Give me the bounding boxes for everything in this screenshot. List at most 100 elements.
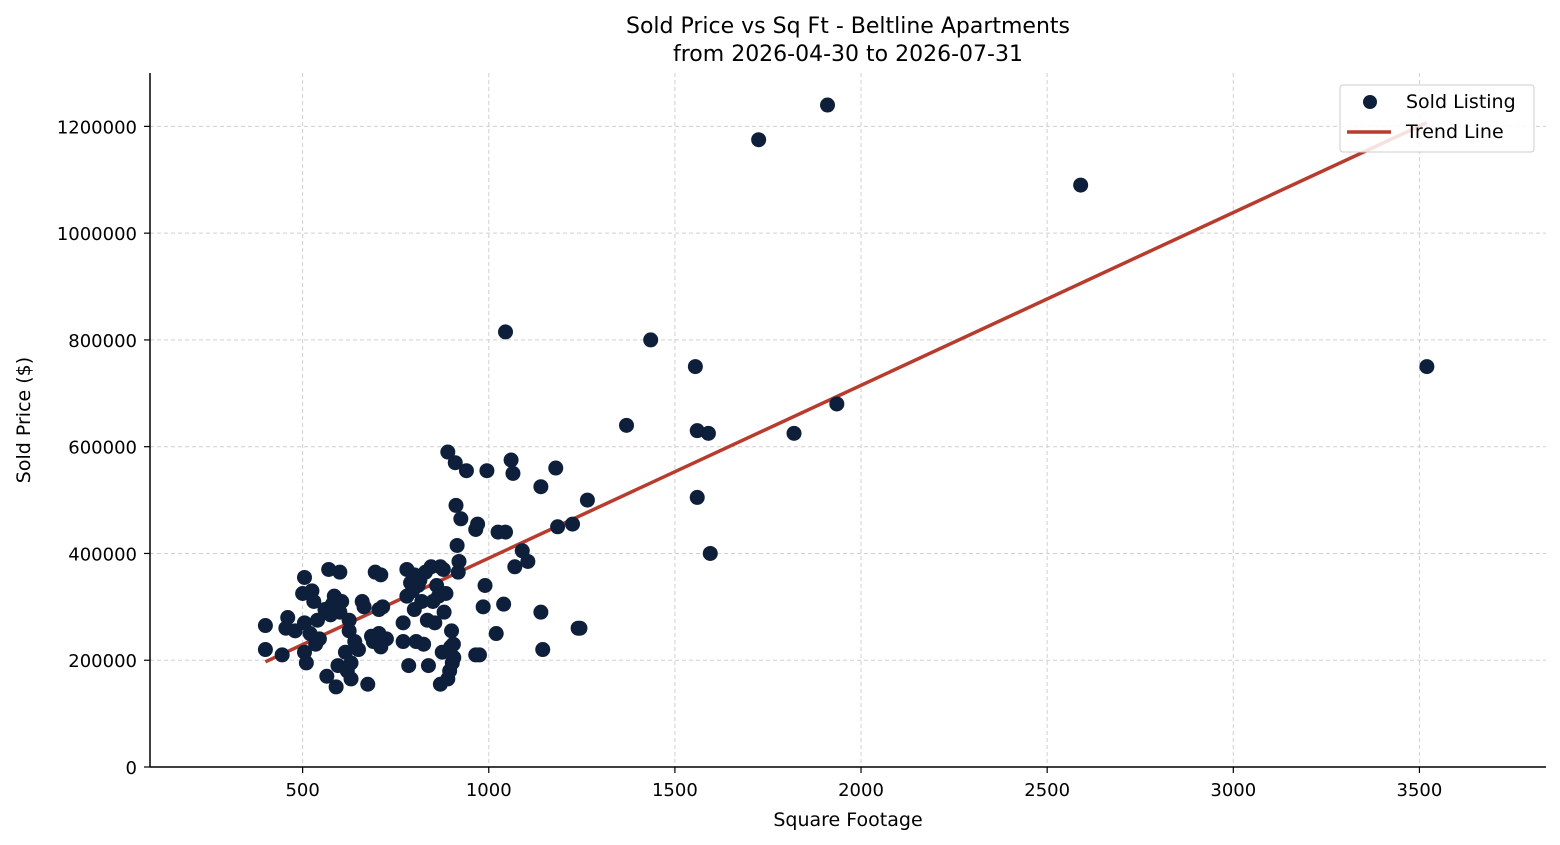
data-point [332,564,348,580]
data-point [435,561,451,577]
data-point [498,324,514,340]
data-point [343,655,359,671]
data-point [446,650,462,666]
axes [149,73,1546,768]
data-point [479,463,495,479]
data-point [829,396,845,412]
data-point [535,642,551,658]
data-point [533,479,549,495]
data-point [1073,177,1089,193]
data-point [687,359,703,375]
data-point [319,668,335,684]
data-point [471,647,487,663]
data-point [341,612,357,628]
data-point [395,634,411,650]
y-tick-label: 200000 [68,651,137,672]
y-tick-label: 400000 [68,544,137,565]
x-ticks: 500 1000 1500 2000 2500 3000 3500 [285,767,1442,801]
data-point [520,553,536,569]
data-point [395,615,411,631]
chart-title-line1: Sold Price vs Sq Ft - Beltline Apartment… [626,14,1070,39]
x-tick-label: 1000 [466,780,512,801]
data-point [507,559,523,575]
data-point [356,599,372,615]
data-point [533,604,549,620]
y-tick-label: 1000000 [57,224,137,245]
data-point [350,642,366,658]
data-point [820,97,836,113]
data-point [378,631,394,647]
x-tick-label: 2000 [838,780,884,801]
data-point [416,636,432,652]
points-layer [257,97,1435,695]
grid [150,73,1546,768]
data-point [451,553,467,569]
data-point [448,497,464,513]
data-point [311,631,327,647]
data-point [401,658,417,674]
data-point [420,658,436,674]
data-point [488,626,504,642]
data-point [328,679,344,695]
legend-frame [1339,84,1535,153]
data-point [550,519,566,535]
data-point [373,567,389,583]
data-point [475,599,491,615]
data-point [572,620,588,636]
data-point [579,492,595,508]
data-point [375,599,391,615]
data-point [334,594,350,610]
data-point [470,516,486,532]
y-tick-label: 800000 [68,331,137,352]
data-point [700,425,716,441]
data-point [444,623,460,639]
chart-subtitle: from 2026-04-30 to 2026-07-31 [673,42,1023,67]
x-tick-label: 3000 [1210,780,1256,801]
data-point [440,444,456,460]
data-point [310,612,326,628]
data-point [306,594,322,610]
x-tick-label: 500 [285,780,319,801]
y-tick-label: 0 [126,758,137,779]
data-point [458,463,474,479]
data-point [702,545,718,561]
data-point [449,537,465,553]
data-point [498,524,514,540]
data-point [505,465,521,481]
data-point [565,516,581,532]
data-point [274,647,290,663]
x-axis-label: Square Footage [773,809,922,831]
y-tick-label: 600000 [68,438,137,459]
data-point [447,455,463,471]
legend-label-sold-listing: Sold Listing [1406,91,1516,113]
data-point [751,132,767,148]
data-point [548,460,564,476]
data-point [296,569,312,585]
y-tick-label: 1200000 [57,117,137,138]
x-tick-label: 2500 [1024,780,1070,801]
data-point [438,586,454,601]
legend-scatter-marker [1363,95,1377,109]
data-point [496,596,512,612]
data-point [414,594,430,610]
data-point [343,671,359,687]
data-point [280,610,296,626]
y-ticks: 0 200000 400000 600000 800000 1000000 1200000 [57,117,150,779]
data-point [298,655,314,671]
data-point [427,615,443,631]
data-point [619,417,635,433]
data-point [503,452,519,468]
data-point [786,425,802,441]
data-point [453,511,469,527]
data-point [445,636,461,652]
data-point [450,564,466,580]
legend-label-trend-line: Trend Line [1405,121,1504,143]
data-point [436,604,452,620]
data-point [643,332,659,348]
x-tick-label: 1500 [652,780,698,801]
chart-title: Sold Price vs Sq Ft - Beltline Apartment… [626,14,1070,67]
x-tick-label: 3500 [1397,780,1443,801]
data-point [360,676,376,692]
data-point [1419,359,1435,375]
